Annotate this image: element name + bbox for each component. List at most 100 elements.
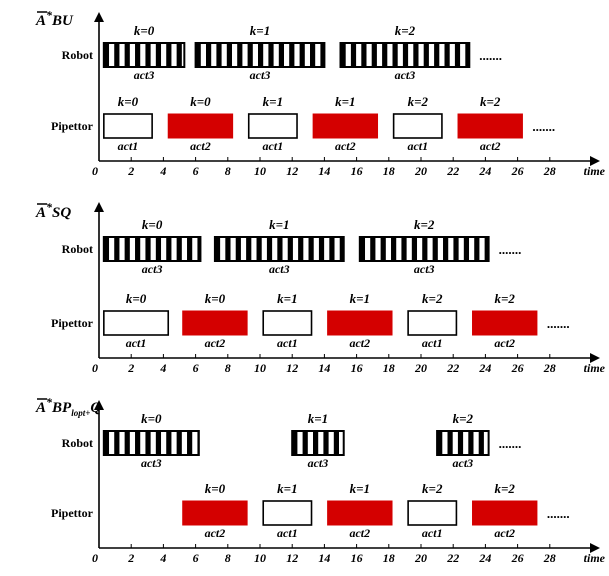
pipettor-k-label: k=0 xyxy=(205,481,226,496)
robot-k-label: k=2 xyxy=(453,411,474,426)
robot-bar-stripe xyxy=(447,431,453,455)
robot-bar-stripe xyxy=(443,237,449,261)
x-tick-label: 12 xyxy=(286,361,298,375)
robot-bar-stripe xyxy=(359,237,366,261)
robot-bar-stripe xyxy=(474,237,480,261)
robot-bar-stripe xyxy=(278,43,284,67)
robot-continuation: ....... xyxy=(479,48,502,63)
robot-k-label: k=1 xyxy=(269,217,289,232)
robot-bar-stripe xyxy=(114,43,120,67)
robot-bar-stripe xyxy=(411,237,418,261)
robot-bar-stripe xyxy=(277,237,283,261)
robot-bar-stripe xyxy=(401,237,407,261)
robot-bar-outline xyxy=(213,236,345,262)
robot-bar-outline xyxy=(339,42,471,68)
x-tick-label: 6 xyxy=(193,164,199,178)
x-tick-label: 8 xyxy=(225,551,231,565)
robot-bar-stripe xyxy=(187,237,193,261)
robot-bar-stripe xyxy=(124,431,130,455)
robot-bar-stripe xyxy=(226,43,232,67)
x-tick-label: 0 xyxy=(92,361,98,375)
robot-bar-stripe xyxy=(135,43,141,67)
pipettor-act-label: act1 xyxy=(422,336,443,350)
pipettor-act-label: act1 xyxy=(407,139,428,153)
x-tick-label: 20 xyxy=(414,361,427,375)
robot-bar-stripe xyxy=(340,43,346,67)
time-axis-label: time xyxy=(584,551,606,565)
robot-bar-stripe xyxy=(380,237,386,261)
robot-bar-stripe xyxy=(216,43,222,67)
x-tick-label: 6 xyxy=(193,551,199,565)
robot-bar-outline xyxy=(102,236,202,262)
robot-task-k1 xyxy=(291,430,345,456)
pipettor-act-label: act2 xyxy=(190,139,211,153)
robot-bar-outline xyxy=(436,430,490,456)
time-axis-label: time xyxy=(584,361,606,375)
y-axis-arrow xyxy=(94,202,104,212)
pipettor-act-label: act2 xyxy=(494,336,515,350)
robot-bar-stripe xyxy=(422,237,428,261)
robot-task-k1 xyxy=(213,236,345,262)
x-tick-label: 26 xyxy=(511,551,524,565)
x-tick-label: 28 xyxy=(543,551,556,565)
robot-bar-stripe xyxy=(166,237,172,261)
robot-bar-stripe xyxy=(313,431,319,455)
robot-k-label: k=1 xyxy=(250,23,270,38)
robot-bar-stripe xyxy=(457,431,464,455)
pipettor-act2-bar xyxy=(327,500,393,526)
robot-bar-stripe xyxy=(318,237,325,261)
robot-continuation: ....... xyxy=(499,436,522,451)
robot-bar-stripe xyxy=(333,431,339,455)
robot-act-label: act3 xyxy=(141,456,162,470)
robot-bar-stripe xyxy=(465,43,470,67)
pipettor-continuation: ....... xyxy=(532,119,555,134)
robot-act-label: act3 xyxy=(414,262,435,276)
robot-bar-stripe xyxy=(145,237,151,261)
pipettor-act-label: act1 xyxy=(263,139,284,153)
robot-bar-stripe xyxy=(124,43,130,67)
x-tick-label: 8 xyxy=(225,361,231,375)
x-tick-label: 26 xyxy=(511,164,524,178)
robot-bar-stripe xyxy=(308,237,314,261)
robot-act-label: act3 xyxy=(395,68,416,82)
pipettor-continuation: ....... xyxy=(547,506,570,521)
robot-bar-stripe xyxy=(155,431,162,455)
robot-task-k0 xyxy=(102,42,186,68)
pipettor-k-label: k=2 xyxy=(495,291,516,306)
x-tick-label: 22 xyxy=(446,361,459,375)
x-tick-label: 12 xyxy=(286,551,298,565)
robot-bar-stripe xyxy=(225,237,231,261)
pipettor-act2-bar xyxy=(167,113,234,139)
pipettor-act1-bar xyxy=(407,500,458,526)
x-axis-arrow xyxy=(590,543,600,553)
robot-act-label: act3 xyxy=(308,456,329,470)
robot-k-label: k=2 xyxy=(414,217,435,232)
pipettor-k-label: k=2 xyxy=(408,94,429,109)
x-tick-label: 0 xyxy=(92,551,98,565)
pipettor-act1-bar xyxy=(392,113,443,139)
panel-3: A*BPlopt+Q0246810121416182022242628timeR… xyxy=(35,395,606,565)
x-tick-label: 20 xyxy=(414,551,427,565)
robot-bar-stripe xyxy=(302,431,308,455)
pipettor-k-label: k=0 xyxy=(118,94,139,109)
pipettor-act2-bar xyxy=(182,310,248,336)
x-tick-label: 2 xyxy=(127,164,134,178)
x-tick-label: 4 xyxy=(159,361,166,375)
panel-title: A*BU xyxy=(35,8,74,29)
robot-bar-outline xyxy=(194,42,326,68)
robot-bar-outline xyxy=(358,236,490,262)
robot-bar-stripe xyxy=(432,237,438,261)
x-axis-arrow xyxy=(590,156,600,166)
x-tick-label: 18 xyxy=(383,551,395,565)
robot-bar-stripe xyxy=(391,237,397,261)
pipettor-act-label: act2 xyxy=(205,526,226,540)
robot-bar-stripe xyxy=(437,431,443,455)
robot-bar-stripe xyxy=(114,237,120,261)
x-tick-label: 10 xyxy=(254,361,266,375)
x-tick-label: 10 xyxy=(254,551,266,565)
robot-bar-stripe xyxy=(155,237,162,261)
robot-act-label: act3 xyxy=(269,262,290,276)
x-tick-label: 26 xyxy=(511,361,524,375)
x-tick-label: 28 xyxy=(543,361,556,375)
